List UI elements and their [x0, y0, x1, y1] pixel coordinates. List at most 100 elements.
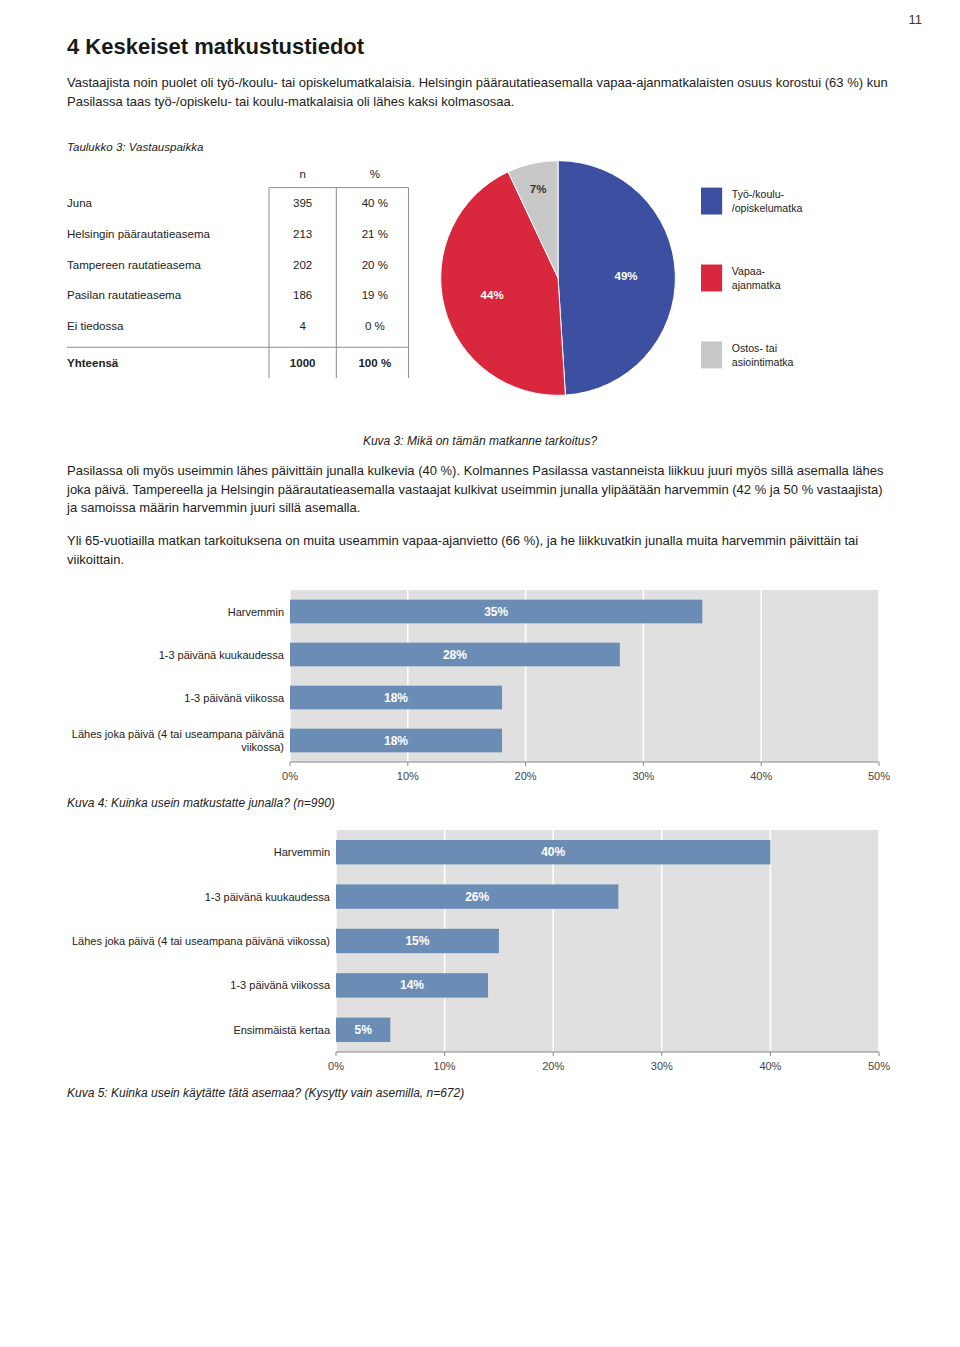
- category-label: Harvemmin: [228, 605, 284, 617]
- bar-chart: Harvemmin 1-3 päivänä kuukaudessa 1-3 päiv…: [67, 586, 893, 790]
- category-label: Lähes joka päivä (4 tai useampana päivän…: [72, 935, 330, 947]
- bars: [336, 840, 770, 1042]
- data-label: 18%: [384, 690, 408, 704]
- table-cell: 0 %: [365, 320, 385, 332]
- legend: Työ-/koulu-/opiskelumatka Vapaa-ajanmatka…: [701, 128, 893, 428]
- legend-swatch: [701, 187, 722, 214]
- tick-label: 20%: [515, 770, 537, 782]
- table-rule: [269, 187, 408, 188]
- legend-entry: Työ-/koulu-/opiskelumatka: [731, 188, 802, 213]
- x-axis-line: [336, 1051, 879, 1052]
- table-cell: 4: [299, 320, 306, 332]
- data-label: 15%: [405, 934, 429, 948]
- tick-label: 30%: [632, 770, 654, 782]
- tick-label: 40%: [759, 1060, 781, 1072]
- table-cell: 19 %: [362, 289, 388, 301]
- category-label: 1-3 päivänä kuukaudessa: [159, 648, 285, 660]
- data-label: 26%: [465, 890, 489, 904]
- table-row-label: Juna: [67, 197, 93, 209]
- bar: [336, 973, 488, 997]
- pie-label: 49%: [614, 270, 637, 282]
- bar-chart: Harvemmin 1-3 päivänä kuukaudessa Lähes jo…: [67, 826, 893, 1080]
- bar: [290, 600, 702, 624]
- tick-mark: [879, 1052, 880, 1056]
- bar: [336, 840, 770, 864]
- data-labels: 40%26%15%14%5%: [354, 845, 565, 1037]
- category-label: Lähes joka päivä (4 tai useampana päivän…: [72, 728, 285, 753]
- grid-line: [878, 830, 880, 1052]
- caption: Kuva 5: Kuinka usein käytätte tätä asema…: [67, 1086, 893, 1100]
- table-cell: 395: [293, 197, 312, 209]
- pie-slice: [558, 160, 675, 394]
- tick-label: 10%: [397, 770, 419, 782]
- table-header: n: [299, 168, 305, 180]
- page-body: 4 Keskeiset matkustustiedot Vastaajista n…: [67, 0, 893, 1100]
- page-title: 4 Keskeiset matkustustiedot: [67, 34, 893, 60]
- x-axis-line: [290, 761, 879, 762]
- data-label: 40%: [541, 845, 565, 859]
- category-label: 1-3 päivänä kuukaudessa: [205, 891, 331, 903]
- tick-label: 40%: [750, 770, 772, 782]
- table-cell: 40 %: [362, 197, 388, 209]
- paragraph: Yli 65-vuotiailla matkan tarkoituksena o…: [67, 532, 893, 570]
- bar: [336, 1017, 390, 1041]
- table-cell: 1000: [290, 356, 316, 368]
- pie-slice: [508, 160, 558, 277]
- tick-label: 50%: [868, 1060, 890, 1072]
- pie-label: 44%: [480, 289, 503, 301]
- data-label: 5%: [354, 1023, 372, 1037]
- pie-labels: 49%44%7%: [480, 182, 637, 300]
- tick-mark: [290, 762, 291, 766]
- category-label: Ensimmäistä kertaa: [233, 1024, 330, 1036]
- tick-mark: [525, 762, 526, 766]
- table-rule: [67, 346, 408, 347]
- bars: [290, 600, 702, 753]
- tick-label: 30%: [651, 1060, 673, 1072]
- tick-mark: [444, 1052, 445, 1056]
- bar: [336, 929, 499, 953]
- tick-label: 0%: [328, 1060, 344, 1072]
- table-rule: [336, 187, 337, 377]
- legend-entry: Vapaa-ajanmatka: [731, 265, 780, 290]
- tick-mark: [336, 1052, 337, 1056]
- tick-label: 20%: [542, 1060, 564, 1072]
- tick-mark: [407, 762, 408, 766]
- table-row-label: Ei tiedossa: [67, 320, 124, 332]
- table-cell: 213: [293, 227, 312, 239]
- table-rule: [269, 187, 270, 377]
- data-labels: 35% 28% 18% 18%: [384, 604, 508, 747]
- category-label: 1-3 päivänä viikossa: [184, 691, 285, 703]
- table-row-label: Yhteensä: [67, 356, 119, 368]
- table: Taulukko 3: Vastauspaikkan%Juna39540 %He…: [67, 128, 433, 428]
- table-cell: 202: [293, 258, 312, 270]
- category-labels: Harvemmin 1-3 päivänä kuukaudessa Lähes jo…: [72, 846, 331, 1036]
- tick-mark: [770, 1052, 771, 1056]
- table-cell: 20 %: [362, 258, 388, 270]
- tick-mark: [643, 762, 644, 766]
- category-labels: Harvemmin 1-3 päivänä kuukaudessa 1-3 päiv…: [72, 605, 285, 753]
- paragraph: Vastaajista noin puolet oli työ-/koulu- …: [67, 74, 893, 112]
- legend-entry: Ostos- taiasiointimatka: [731, 342, 793, 367]
- bar: [290, 643, 620, 667]
- table-rule: [408, 187, 409, 377]
- legend-swatch: [701, 341, 722, 368]
- table-cell: 186: [293, 289, 312, 301]
- paragraph: Pasilassa oli myös useimmin lähes päivit…: [67, 462, 893, 519]
- middle-band: Taulukko 3: Vastauspaikkan%Juna39540 %He…: [67, 128, 893, 428]
- bar-chart-svg: Harvemmin 1-3 päivänä kuukaudessa Lähes jo…: [67, 826, 893, 1076]
- tick-mark: [879, 762, 880, 766]
- tick-mark: [553, 1052, 554, 1056]
- legend-swatch: [701, 264, 722, 291]
- table-row-label: Tampereen rautatieasema: [67, 258, 202, 270]
- tick-mark: [661, 1052, 662, 1056]
- grid-line: [878, 590, 880, 762]
- grid-line: [760, 590, 762, 762]
- category-label: Harvemmin: [274, 846, 330, 858]
- plot-background: [336, 830, 879, 1052]
- bar: [290, 729, 502, 753]
- data-label: 35%: [484, 604, 508, 618]
- data-label: 18%: [384, 733, 408, 747]
- table-cell: 21 %: [362, 227, 388, 239]
- data-label: 28%: [443, 647, 467, 661]
- tick-mark: [761, 762, 762, 766]
